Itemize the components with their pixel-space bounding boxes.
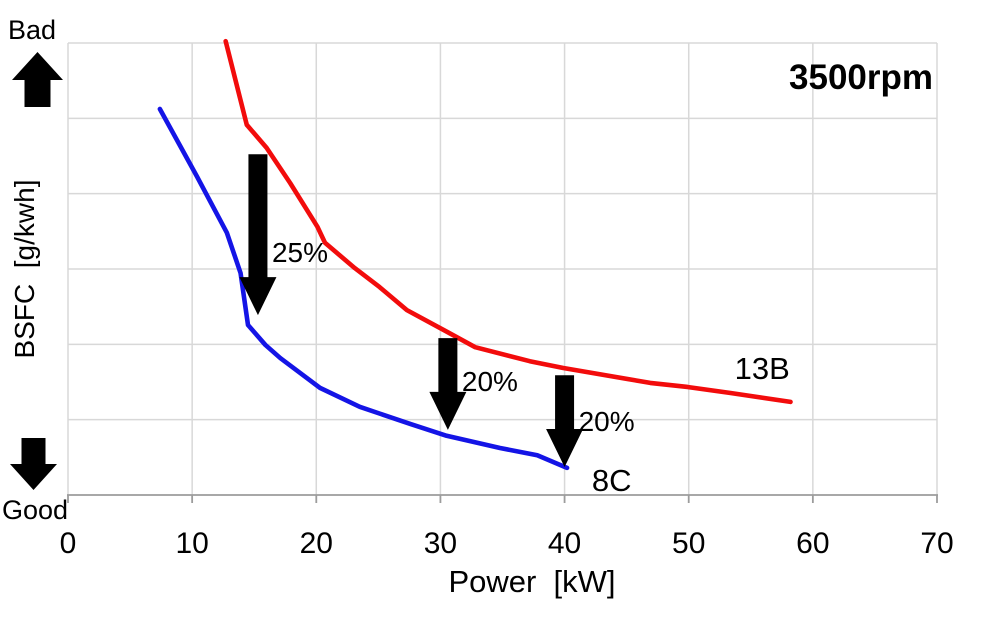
x-tick-label: 40 (548, 527, 581, 560)
improvement-arrow-label: 20% (462, 366, 518, 397)
series-curve-13B (223, 38, 793, 405)
x-tick-label: 60 (796, 527, 829, 560)
improvement-arrow (546, 375, 584, 467)
x-tick-label: 50 (672, 527, 705, 560)
series-label-8C: 8C (592, 463, 632, 498)
improvement-arrow-label: 20% (579, 406, 635, 437)
rpm-annotation: 3500rpm (789, 58, 933, 97)
good-direction-arrow-icon (10, 438, 57, 490)
curves-layer (157, 38, 793, 471)
grid-layer (67, 42, 938, 495)
improvement-arrow-label: 25% (272, 237, 328, 268)
improvement-arrow (429, 338, 467, 430)
x-tick-label: 30 (424, 527, 457, 560)
improvement-arrows-layer (239, 154, 584, 467)
x-tick-label: 0 (60, 527, 77, 560)
series-curve-8C (157, 106, 570, 471)
generated-labels-layer: 13B 8C 25% 20% 20% (272, 237, 790, 498)
improvement-arrow (239, 154, 277, 316)
x-axis-label: Power [kW] (448, 564, 615, 599)
series-label-13B: 13B (735, 351, 790, 386)
bad-direction-arrow-icon (12, 52, 63, 107)
x-tick-label: 20 (300, 527, 333, 560)
good-label: Good (2, 495, 68, 525)
y-axis-label: BSFC [g/kwh] (9, 180, 40, 359)
bad-label: Bad (8, 15, 56, 45)
x-tick-label: 70 (920, 527, 953, 560)
x-tick-label: 10 (175, 527, 208, 560)
axis-layer: 0 10 20 30 40 50 60 70 (60, 494, 954, 560)
